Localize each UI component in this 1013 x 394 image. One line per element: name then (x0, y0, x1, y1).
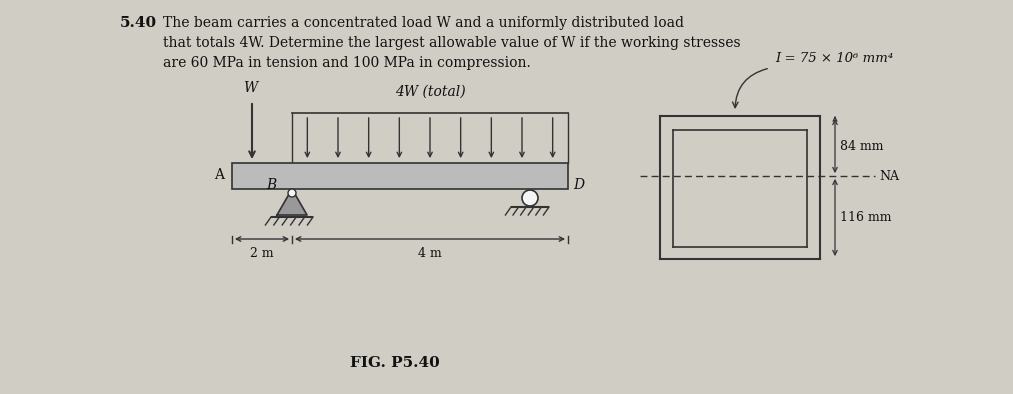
Polygon shape (277, 189, 307, 215)
Text: The beam carries a concentrated load W and a uniformly distributed load
that tot: The beam carries a concentrated load W a… (163, 16, 741, 70)
Text: B: B (265, 178, 276, 192)
Text: NA: NA (879, 169, 899, 182)
Circle shape (522, 190, 538, 206)
Text: 2 m: 2 m (250, 247, 274, 260)
Text: 116 mm: 116 mm (840, 211, 891, 224)
Text: FIG. P5.40: FIG. P5.40 (350, 356, 440, 370)
Text: W: W (243, 81, 257, 95)
Text: I = 75 × 10⁶ mm⁴: I = 75 × 10⁶ mm⁴ (775, 52, 893, 65)
Bar (232, 163, 568, 189)
Text: 4W (total): 4W (total) (395, 85, 465, 99)
Text: A: A (214, 168, 224, 182)
Text: 84 mm: 84 mm (840, 139, 883, 152)
Circle shape (288, 189, 296, 197)
Text: D: D (573, 178, 585, 192)
Text: 5.40: 5.40 (120, 16, 157, 30)
Text: 4 m: 4 m (418, 247, 442, 260)
